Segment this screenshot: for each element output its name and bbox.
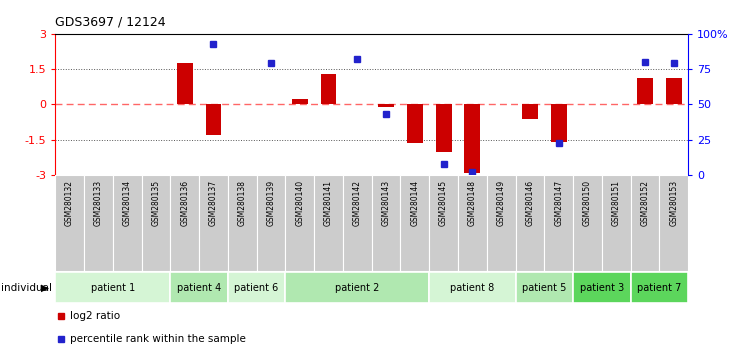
Bar xyxy=(631,273,688,303)
Bar xyxy=(286,273,429,303)
Bar xyxy=(170,175,199,271)
Bar xyxy=(113,175,141,271)
Text: patient 4: patient 4 xyxy=(177,282,222,293)
Bar xyxy=(551,104,567,142)
Text: patient 1: patient 1 xyxy=(91,282,135,293)
Bar xyxy=(407,104,422,143)
Bar xyxy=(314,175,343,271)
Text: patient 3: patient 3 xyxy=(580,282,624,293)
Bar xyxy=(378,104,394,107)
Bar xyxy=(55,175,84,271)
Text: GSM280135: GSM280135 xyxy=(152,180,160,226)
Bar xyxy=(372,175,400,271)
Bar xyxy=(343,175,372,271)
Text: GSM280132: GSM280132 xyxy=(65,180,74,226)
Bar xyxy=(515,273,573,303)
Bar xyxy=(429,175,458,271)
Text: patient 8: patient 8 xyxy=(450,282,495,293)
Bar xyxy=(659,175,688,271)
Bar xyxy=(400,175,429,271)
Text: GDS3697 / 12124: GDS3697 / 12124 xyxy=(55,15,166,28)
Bar xyxy=(199,175,228,271)
Bar xyxy=(464,104,481,173)
Text: GSM280134: GSM280134 xyxy=(123,180,132,226)
Bar xyxy=(573,175,602,271)
Text: patient 7: patient 7 xyxy=(637,282,682,293)
Bar xyxy=(257,175,286,271)
Bar xyxy=(573,273,631,303)
Bar xyxy=(228,175,257,271)
Bar xyxy=(177,63,193,104)
Bar xyxy=(429,273,515,303)
Text: patient 2: patient 2 xyxy=(335,282,380,293)
Text: GSM280148: GSM280148 xyxy=(468,180,477,226)
Bar xyxy=(141,175,170,271)
Bar xyxy=(55,273,170,303)
Text: GSM280153: GSM280153 xyxy=(669,180,679,226)
Text: GSM280144: GSM280144 xyxy=(411,180,420,226)
Text: GSM280151: GSM280151 xyxy=(612,180,620,226)
Text: patient 6: patient 6 xyxy=(235,282,279,293)
Bar xyxy=(228,273,286,303)
Bar xyxy=(486,175,515,271)
Text: GSM280140: GSM280140 xyxy=(295,180,304,226)
Text: log2 ratio: log2 ratio xyxy=(71,311,121,321)
Text: GSM280150: GSM280150 xyxy=(583,180,592,226)
Bar xyxy=(515,175,545,271)
Bar xyxy=(286,175,314,271)
Text: GSM280147: GSM280147 xyxy=(554,180,563,226)
Bar xyxy=(458,175,486,271)
Text: GSM280149: GSM280149 xyxy=(497,180,506,226)
Text: patient 5: patient 5 xyxy=(522,282,567,293)
Bar xyxy=(170,273,228,303)
Bar xyxy=(205,104,222,135)
Text: GSM280141: GSM280141 xyxy=(324,180,333,226)
Bar xyxy=(436,104,451,152)
Text: GSM280143: GSM280143 xyxy=(381,180,391,226)
Bar xyxy=(321,74,336,104)
Text: individual: individual xyxy=(1,282,52,293)
Bar xyxy=(522,104,538,119)
Text: GSM280142: GSM280142 xyxy=(353,180,362,226)
Bar xyxy=(666,79,682,104)
Bar xyxy=(545,175,573,271)
Text: percentile rank within the sample: percentile rank within the sample xyxy=(71,334,247,344)
Bar xyxy=(292,98,308,104)
Bar xyxy=(84,175,113,271)
Text: GSM280146: GSM280146 xyxy=(526,180,534,226)
Text: GSM280152: GSM280152 xyxy=(640,180,649,226)
Bar xyxy=(631,175,659,271)
Text: GSM280145: GSM280145 xyxy=(439,180,448,226)
Text: GSM280137: GSM280137 xyxy=(209,180,218,226)
Text: GSM280133: GSM280133 xyxy=(94,180,103,226)
Text: GSM280136: GSM280136 xyxy=(180,180,189,226)
Text: GSM280138: GSM280138 xyxy=(238,180,247,226)
Bar xyxy=(602,175,631,271)
Text: ▶: ▶ xyxy=(40,282,49,293)
Text: GSM280139: GSM280139 xyxy=(266,180,275,226)
Bar xyxy=(637,79,653,104)
